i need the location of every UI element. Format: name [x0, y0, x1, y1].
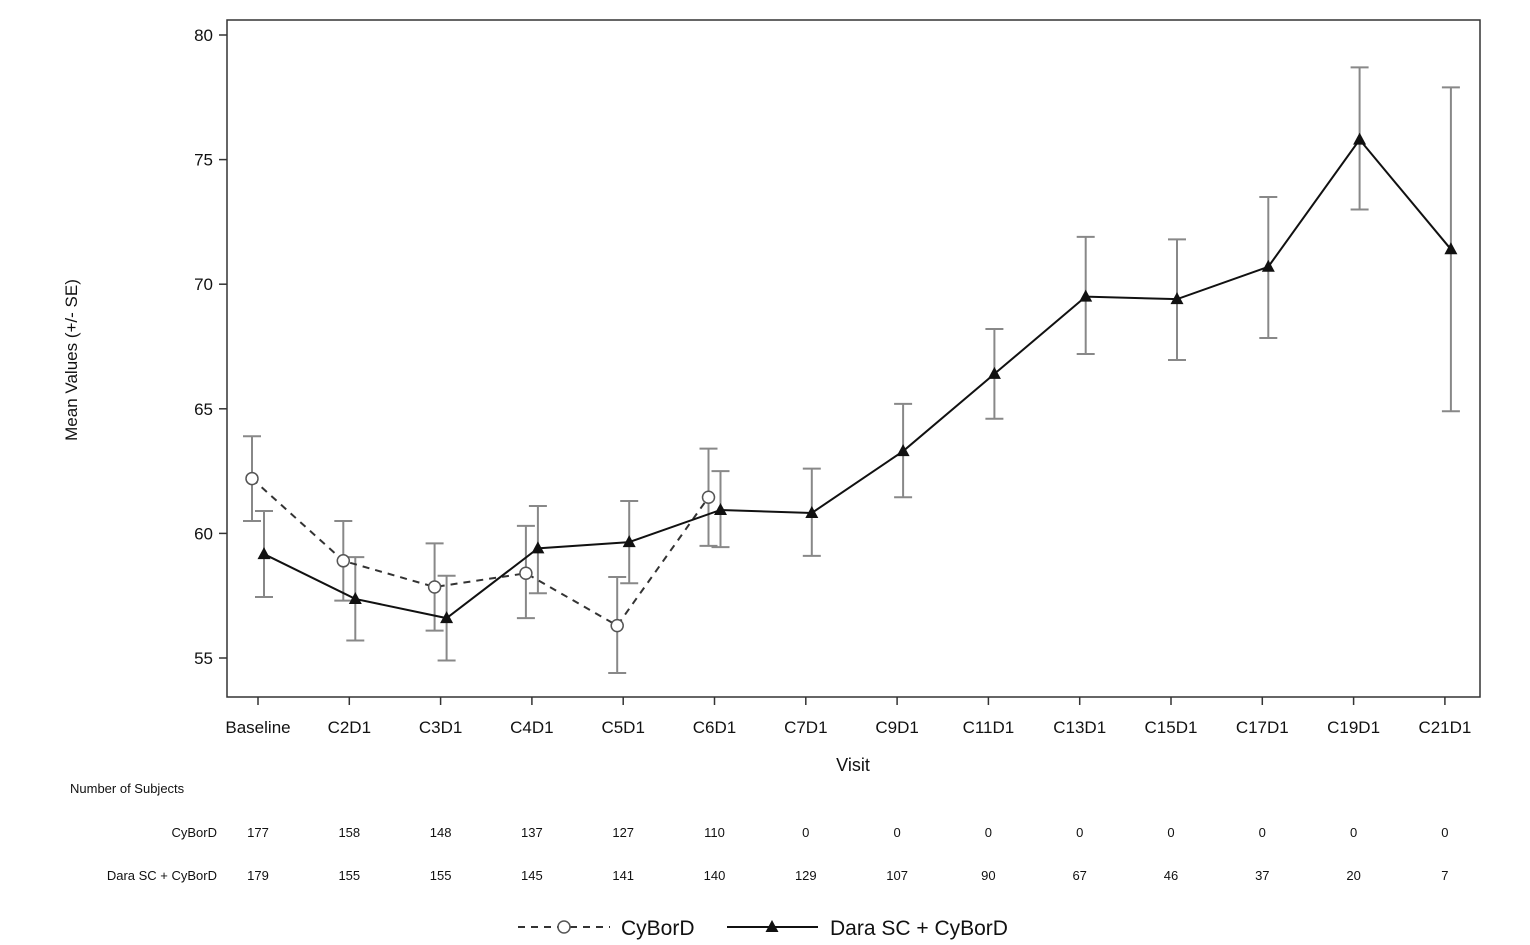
- x-axis-label: Visit: [836, 755, 870, 775]
- subject-count: 0: [1350, 825, 1357, 840]
- data-point-circle: [245, 471, 259, 486]
- subject-count: 0: [1167, 825, 1174, 840]
- legend-label-dara: Dara SC + CyBorD: [830, 917, 1008, 940]
- data-point-triangle: [805, 505, 819, 518]
- legend-label-cybord: CyBorD: [621, 917, 695, 940]
- subject-count: 46: [1164, 868, 1178, 883]
- subject-count: 179: [247, 868, 269, 883]
- data-point-circle: [701, 490, 716, 505]
- x-tick-label: C13D1: [1053, 718, 1106, 737]
- subject-count: 20: [1346, 868, 1360, 883]
- subject-count: 0: [802, 825, 809, 840]
- data-point-circle: [610, 618, 624, 633]
- subject-count: 145: [521, 868, 543, 883]
- x-tick-label: C19D1: [1327, 718, 1380, 737]
- legend: CyBorD Dara SC + CyBorD: [518, 917, 1008, 940]
- x-tick-label: C15D1: [1145, 718, 1198, 737]
- data-point-triangle: [1261, 259, 1275, 272]
- x-tick-label: C21D1: [1418, 718, 1471, 737]
- table-row-label: Dara SC + CyBorD: [107, 868, 217, 883]
- subject-count: 177: [247, 825, 269, 840]
- subject-count: 0: [1259, 825, 1266, 840]
- data-point-triangle: [1170, 292, 1184, 305]
- y-tick-label: 70: [194, 275, 213, 294]
- x-tick-label: Baseline: [225, 718, 290, 737]
- subject-count: 155: [430, 868, 452, 883]
- data-point-triangle: [714, 502, 727, 515]
- subjects-table-title: Number of Subjects: [70, 781, 185, 796]
- plot-frame: [226, 19, 1481, 698]
- data-point-circle: [519, 566, 533, 581]
- x-tick-label: C11D1: [963, 718, 1015, 737]
- data-point-triangle: [1353, 132, 1367, 145]
- x-tick-label: C6D1: [693, 718, 736, 737]
- subject-count: 141: [612, 868, 634, 883]
- data-point-circle: [336, 554, 351, 568]
- subject-count: 0: [893, 825, 900, 840]
- data-point-triangle: [531, 541, 545, 554]
- subject-count: 137: [521, 825, 543, 840]
- subject-count: 37: [1255, 868, 1269, 883]
- data-point-triangle: [987, 366, 1001, 379]
- data-point-triangle: [348, 591, 362, 604]
- subject-count: 0: [1441, 825, 1448, 840]
- subject-count: 7: [1441, 868, 1448, 883]
- subject-count: 90: [981, 868, 995, 883]
- y-axis-label: Mean Values (+/- SE): [62, 279, 81, 441]
- data-point-triangle: [622, 535, 636, 548]
- legend-marker-dara: [765, 920, 779, 932]
- subject-count: 129: [795, 868, 817, 883]
- x-tick-label: C3D1: [419, 718, 462, 737]
- legend-marker-cybord: [557, 920, 571, 934]
- series-line: [251, 477, 710, 627]
- x-tick-label: C4D1: [510, 718, 553, 737]
- y-tick-label: 60: [194, 524, 213, 543]
- y-tick-label: 55: [194, 649, 213, 668]
- subject-count: 140: [704, 868, 726, 883]
- subject-count: 110: [704, 825, 725, 840]
- x-tick-label: C2D1: [328, 718, 371, 737]
- subject-count: 67: [1072, 868, 1086, 883]
- x-tick-label: C9D1: [875, 718, 918, 737]
- x-tick-label: C7D1: [784, 718, 827, 737]
- subject-count: 107: [886, 868, 908, 883]
- y-tick-label: 65: [194, 400, 213, 419]
- data-point-triangle: [896, 444, 910, 457]
- x-tick-label: C5D1: [601, 718, 644, 737]
- data-point-circle: [427, 580, 442, 594]
- series-line: [263, 138, 1452, 620]
- data-point-triangle: [257, 547, 271, 560]
- data-point-triangle: [1079, 289, 1093, 302]
- y-tick-label: 75: [194, 151, 213, 170]
- subject-count: 0: [1076, 825, 1083, 840]
- data-point-triangle: [1444, 242, 1458, 255]
- x-tick-label: C17D1: [1236, 718, 1289, 737]
- subject-count: 148: [430, 825, 452, 840]
- subject-count: 127: [612, 825, 634, 840]
- data-point-triangle: [440, 611, 454, 624]
- subject-count: 158: [338, 825, 360, 840]
- table-row-label: CyBorD: [171, 825, 217, 840]
- y-tick-label: 80: [194, 26, 213, 45]
- subject-count: 0: [985, 825, 992, 840]
- subject-count: 155: [338, 868, 360, 883]
